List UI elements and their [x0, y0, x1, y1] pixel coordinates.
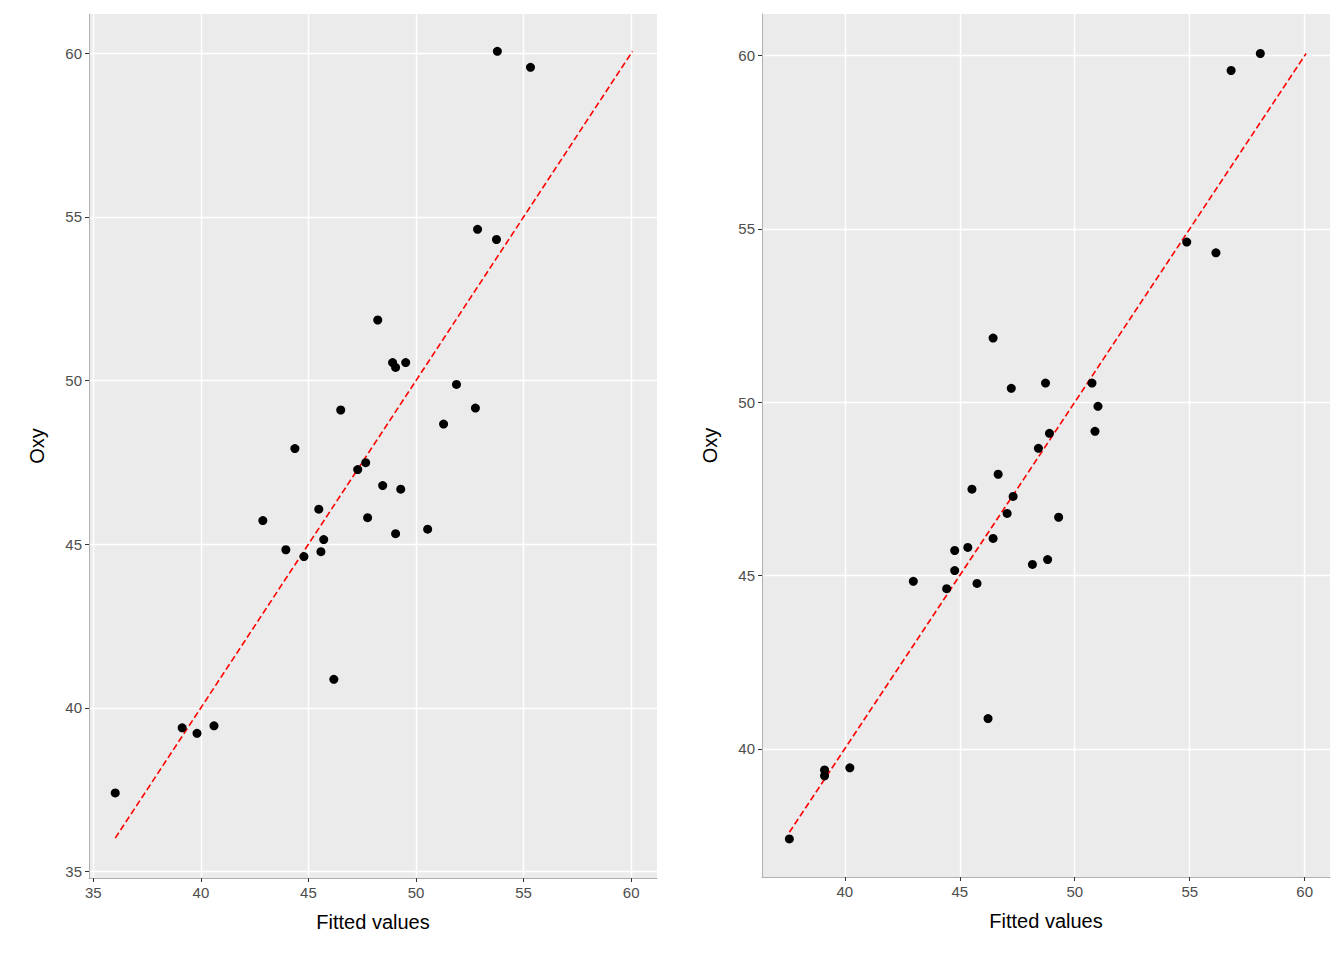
svg-text:40: 40 — [193, 884, 210, 901]
svg-text:50: 50 — [738, 394, 755, 411]
svg-text:55: 55 — [515, 884, 532, 901]
svg-text:45: 45 — [951, 883, 968, 900]
svg-text:Oxy: Oxy — [699, 428, 721, 464]
svg-text:50: 50 — [408, 884, 425, 901]
svg-text:60: 60 — [65, 45, 82, 62]
svg-text:60: 60 — [738, 47, 755, 64]
svg-text:55: 55 — [738, 220, 755, 237]
svg-text:35: 35 — [85, 884, 102, 901]
svg-text:45: 45 — [65, 536, 82, 553]
svg-text:45: 45 — [300, 884, 317, 901]
svg-text:60: 60 — [1296, 883, 1313, 900]
svg-text:35: 35 — [65, 863, 82, 880]
svg-text:40: 40 — [738, 740, 755, 757]
svg-text:50: 50 — [1066, 883, 1083, 900]
svg-text:55: 55 — [65, 208, 82, 225]
svg-text:Fitted values: Fitted values — [989, 910, 1102, 932]
svg-text:40: 40 — [836, 883, 853, 900]
svg-text:Fitted values: Fitted values — [316, 911, 429, 933]
svg-text:40: 40 — [65, 699, 82, 716]
svg-text:60: 60 — [623, 884, 640, 901]
svg-text:55: 55 — [1181, 883, 1198, 900]
svg-text:50: 50 — [65, 372, 82, 389]
svg-text:Oxy: Oxy — [26, 428, 48, 464]
svg-text:45: 45 — [738, 567, 755, 584]
